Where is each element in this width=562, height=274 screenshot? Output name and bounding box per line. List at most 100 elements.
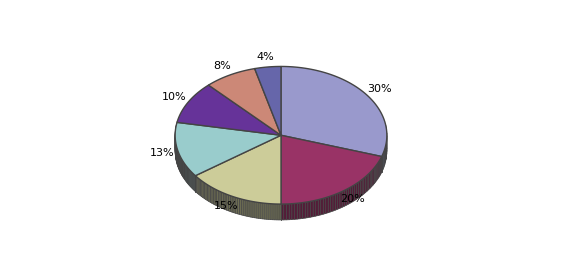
Polygon shape	[249, 201, 251, 217]
Polygon shape	[232, 196, 234, 213]
Polygon shape	[201, 180, 202, 197]
Polygon shape	[279, 204, 281, 220]
Polygon shape	[239, 199, 241, 215]
Polygon shape	[175, 122, 281, 176]
Polygon shape	[369, 172, 370, 190]
Polygon shape	[353, 185, 355, 202]
Polygon shape	[281, 204, 284, 220]
Polygon shape	[384, 149, 385, 167]
Polygon shape	[378, 161, 379, 179]
Polygon shape	[292, 204, 294, 219]
Polygon shape	[177, 85, 281, 135]
Polygon shape	[305, 202, 308, 218]
Polygon shape	[382, 154, 383, 172]
Polygon shape	[377, 163, 378, 181]
Polygon shape	[191, 171, 192, 188]
Polygon shape	[221, 192, 223, 209]
Polygon shape	[275, 204, 277, 220]
Polygon shape	[235, 198, 238, 214]
Text: 30%: 30%	[367, 84, 392, 94]
Polygon shape	[205, 183, 206, 200]
Polygon shape	[234, 197, 235, 213]
Polygon shape	[253, 202, 255, 218]
Polygon shape	[189, 170, 191, 187]
Polygon shape	[226, 194, 229, 211]
Polygon shape	[251, 201, 253, 218]
Polygon shape	[209, 68, 281, 135]
Polygon shape	[220, 192, 221, 208]
Polygon shape	[206, 184, 207, 201]
Polygon shape	[374, 166, 375, 184]
Polygon shape	[302, 202, 305, 218]
Polygon shape	[281, 135, 382, 204]
Polygon shape	[271, 204, 273, 220]
Polygon shape	[362, 178, 364, 195]
Polygon shape	[212, 187, 214, 204]
Polygon shape	[207, 185, 209, 201]
Polygon shape	[287, 204, 289, 220]
Polygon shape	[359, 181, 360, 198]
Polygon shape	[340, 192, 342, 208]
Polygon shape	[265, 203, 267, 219]
Polygon shape	[261, 203, 263, 219]
Polygon shape	[203, 182, 205, 199]
Polygon shape	[216, 190, 218, 207]
Polygon shape	[383, 152, 384, 170]
Polygon shape	[197, 177, 198, 194]
Polygon shape	[185, 165, 186, 182]
Text: 20%: 20%	[340, 194, 365, 204]
Polygon shape	[289, 204, 292, 220]
Polygon shape	[364, 177, 365, 194]
Polygon shape	[308, 201, 310, 218]
Polygon shape	[385, 146, 386, 165]
Polygon shape	[284, 204, 287, 220]
Polygon shape	[238, 198, 239, 215]
Polygon shape	[326, 197, 328, 213]
Polygon shape	[360, 179, 362, 197]
Polygon shape	[345, 189, 346, 206]
Polygon shape	[316, 200, 318, 216]
Polygon shape	[356, 182, 359, 199]
Polygon shape	[245, 200, 247, 216]
Polygon shape	[194, 175, 196, 192]
Polygon shape	[355, 184, 356, 201]
Polygon shape	[380, 158, 381, 176]
Polygon shape	[229, 195, 230, 212]
Text: 4%: 4%	[257, 52, 275, 62]
Text: 15%: 15%	[214, 201, 238, 211]
Polygon shape	[193, 174, 194, 191]
Polygon shape	[310, 201, 313, 217]
Polygon shape	[300, 203, 302, 219]
Polygon shape	[373, 168, 374, 185]
Polygon shape	[183, 162, 184, 179]
Polygon shape	[297, 203, 300, 219]
Polygon shape	[182, 159, 183, 176]
Polygon shape	[188, 168, 189, 185]
Polygon shape	[210, 187, 212, 203]
Polygon shape	[243, 199, 245, 216]
Text: 10%: 10%	[162, 92, 187, 102]
Polygon shape	[328, 196, 330, 213]
Polygon shape	[338, 192, 340, 209]
Polygon shape	[342, 190, 345, 207]
Polygon shape	[321, 198, 323, 215]
Polygon shape	[371, 169, 373, 187]
Polygon shape	[192, 173, 193, 190]
Polygon shape	[196, 135, 281, 204]
Polygon shape	[215, 189, 216, 206]
Polygon shape	[186, 166, 187, 183]
Polygon shape	[330, 195, 333, 212]
Polygon shape	[257, 202, 259, 218]
Polygon shape	[241, 199, 243, 215]
Polygon shape	[225, 194, 226, 210]
Polygon shape	[379, 160, 380, 177]
Polygon shape	[370, 171, 371, 188]
Text: 13%: 13%	[150, 147, 175, 158]
Polygon shape	[277, 204, 279, 220]
Polygon shape	[202, 181, 203, 198]
Polygon shape	[348, 187, 351, 204]
Polygon shape	[318, 199, 321, 216]
Text: 8%: 8%	[214, 61, 231, 71]
Polygon shape	[198, 178, 199, 195]
Polygon shape	[365, 175, 367, 193]
